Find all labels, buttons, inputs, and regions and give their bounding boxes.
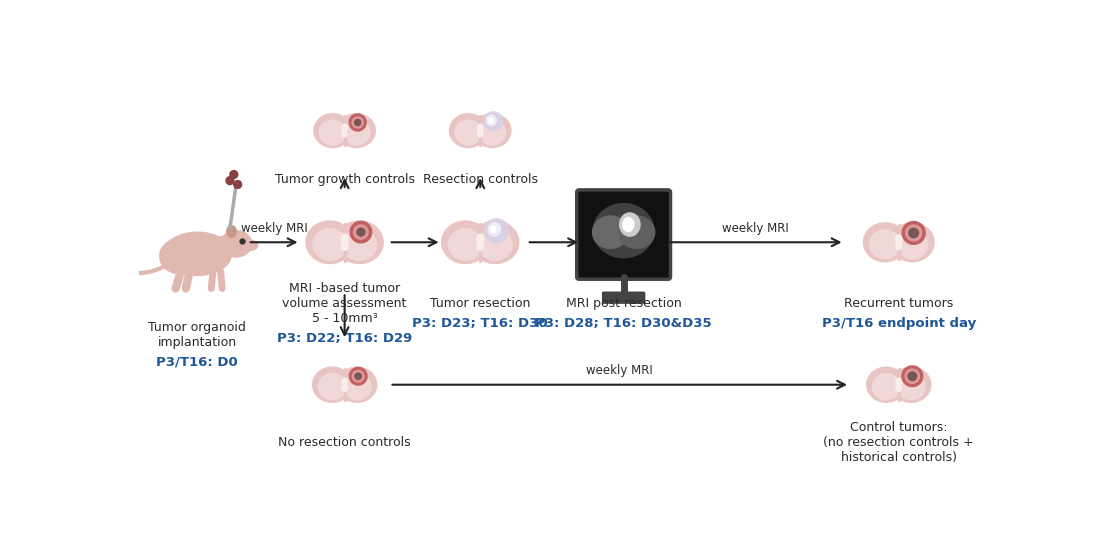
Ellipse shape [341, 124, 348, 132]
Ellipse shape [350, 220, 372, 243]
Ellipse shape [901, 365, 924, 387]
Ellipse shape [488, 117, 494, 124]
Ellipse shape [896, 383, 902, 392]
Ellipse shape [592, 216, 629, 249]
Ellipse shape [866, 367, 907, 403]
Ellipse shape [871, 373, 901, 400]
Ellipse shape [905, 369, 920, 384]
Text: MRI -based tumor
volume assessment
5 - 10mm³: MRI -based tumor volume assessment 5 - 1… [283, 282, 407, 325]
Ellipse shape [342, 228, 377, 261]
Ellipse shape [342, 373, 372, 400]
Ellipse shape [356, 228, 365, 237]
Ellipse shape [593, 203, 655, 258]
Ellipse shape [619, 212, 641, 237]
Ellipse shape [905, 224, 922, 242]
Ellipse shape [159, 238, 202, 275]
Ellipse shape [336, 367, 378, 403]
Ellipse shape [477, 129, 483, 137]
Ellipse shape [341, 383, 348, 392]
Ellipse shape [341, 241, 349, 251]
Text: P3: D23; T16: D30: P3: D23; T16: D30 [412, 317, 548, 330]
Ellipse shape [890, 222, 935, 262]
Circle shape [233, 180, 243, 189]
Ellipse shape [895, 241, 902, 250]
Ellipse shape [335, 220, 384, 264]
Ellipse shape [896, 377, 902, 386]
Text: weekly MRI: weekly MRI [586, 364, 653, 377]
Ellipse shape [908, 228, 919, 238]
Text: Resection controls: Resection controls [422, 173, 538, 186]
Ellipse shape [341, 129, 348, 137]
Ellipse shape [312, 228, 348, 261]
Ellipse shape [212, 236, 233, 256]
Circle shape [225, 176, 235, 185]
Ellipse shape [897, 229, 928, 260]
Text: P3/T16 endpoint day: P3/T16 endpoint day [822, 317, 976, 330]
Ellipse shape [476, 233, 485, 244]
Ellipse shape [618, 216, 655, 249]
Ellipse shape [483, 218, 509, 243]
Text: Control tumors:
(no resection controls +
historical controls): Control tumors: (no resection controls +… [823, 421, 974, 464]
Ellipse shape [226, 225, 237, 238]
Ellipse shape [895, 234, 902, 243]
Ellipse shape [242, 239, 258, 251]
Ellipse shape [312, 367, 352, 403]
Ellipse shape [622, 217, 635, 232]
Ellipse shape [476, 241, 485, 251]
Ellipse shape [448, 228, 483, 261]
Ellipse shape [349, 113, 367, 131]
Ellipse shape [483, 111, 504, 131]
FancyBboxPatch shape [577, 190, 671, 279]
Ellipse shape [869, 229, 901, 260]
Circle shape [229, 170, 238, 179]
Ellipse shape [341, 233, 349, 244]
Text: Tumor organoid
implantation: Tumor organoid implantation [148, 321, 246, 349]
Ellipse shape [907, 371, 917, 381]
Ellipse shape [353, 224, 369, 240]
Ellipse shape [487, 222, 501, 237]
Ellipse shape [354, 372, 362, 380]
Ellipse shape [342, 119, 371, 146]
Text: Tumor growth controls: Tumor growth controls [275, 173, 414, 186]
Text: P3: D28; T16: D30&D35: P3: D28; T16: D30&D35 [536, 317, 712, 330]
Ellipse shape [441, 220, 490, 264]
Ellipse shape [163, 231, 232, 276]
Ellipse shape [901, 221, 926, 245]
Ellipse shape [471, 220, 519, 264]
Ellipse shape [478, 119, 506, 146]
Ellipse shape [338, 113, 377, 148]
Text: Recurrent tumors: Recurrent tumors [844, 298, 954, 311]
Ellipse shape [313, 113, 352, 148]
Ellipse shape [219, 230, 253, 258]
Ellipse shape [897, 373, 926, 400]
Ellipse shape [349, 367, 368, 386]
Text: weekly MRI: weekly MRI [722, 222, 789, 235]
Ellipse shape [354, 119, 361, 126]
Ellipse shape [352, 370, 364, 383]
Ellipse shape [486, 115, 497, 126]
Text: No resection controls: No resection controls [278, 436, 411, 449]
Ellipse shape [891, 367, 931, 403]
Ellipse shape [319, 119, 346, 146]
Ellipse shape [341, 377, 348, 386]
Ellipse shape [490, 225, 497, 233]
Text: P3/T16: D0: P3/T16: D0 [156, 355, 238, 368]
FancyBboxPatch shape [602, 292, 645, 304]
Ellipse shape [351, 116, 364, 129]
Text: weekly MRI: weekly MRI [241, 222, 307, 235]
Ellipse shape [455, 119, 482, 146]
Ellipse shape [317, 373, 346, 400]
Ellipse shape [449, 113, 488, 148]
Ellipse shape [472, 113, 511, 148]
Ellipse shape [477, 124, 483, 132]
Ellipse shape [305, 220, 354, 264]
Text: Tumor resection: Tumor resection [430, 298, 530, 311]
Text: P3: D22; T16: D29: P3: D22; T16: D29 [277, 332, 412, 345]
Ellipse shape [478, 228, 512, 261]
Ellipse shape [862, 222, 908, 262]
Text: MRI post resection: MRI post resection [566, 298, 682, 311]
